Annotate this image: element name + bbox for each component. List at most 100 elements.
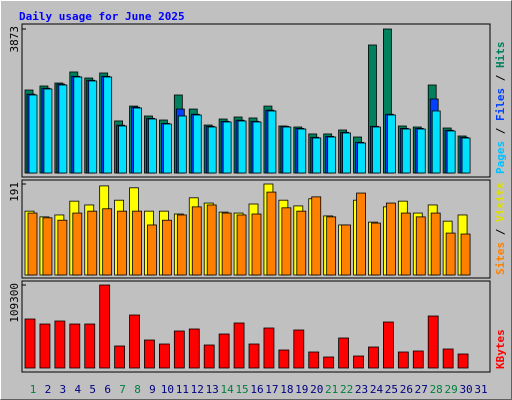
bar bbox=[386, 114, 396, 174]
bar bbox=[400, 212, 411, 276]
bar bbox=[282, 126, 292, 174]
bar bbox=[427, 315, 439, 369]
legend: KBytes bbox=[494, 329, 507, 369]
x-tick-label: 7 bbox=[119, 383, 126, 396]
legend-separator: / bbox=[494, 222, 507, 242]
x-tick-label: 13 bbox=[206, 383, 219, 396]
bar bbox=[266, 191, 277, 276]
bar bbox=[460, 233, 471, 276]
x-tick-label: 16 bbox=[250, 383, 263, 396]
bar bbox=[442, 348, 454, 369]
legend-entry: Hits bbox=[494, 42, 507, 69]
bar bbox=[188, 328, 200, 369]
legend: Pages / Files / Hits bbox=[494, 42, 507, 175]
bar bbox=[54, 320, 66, 369]
bar bbox=[99, 284, 111, 369]
x-tick-label: 18 bbox=[280, 383, 293, 396]
bar bbox=[311, 196, 322, 276]
bar bbox=[356, 192, 366, 276]
bar bbox=[233, 322, 245, 369]
legend-separator: / bbox=[494, 68, 507, 88]
x-tick-label: 28 bbox=[430, 383, 443, 396]
bar bbox=[176, 214, 187, 276]
bar bbox=[192, 114, 202, 174]
bar bbox=[58, 84, 68, 174]
bar bbox=[102, 208, 113, 276]
bar bbox=[252, 121, 262, 174]
bar bbox=[87, 210, 98, 276]
y-tick-label: 191 bbox=[8, 182, 21, 202]
bar bbox=[281, 207, 292, 276]
bar bbox=[401, 128, 411, 174]
bar bbox=[132, 210, 142, 276]
bar bbox=[251, 213, 262, 276]
bar bbox=[28, 94, 38, 174]
bar bbox=[162, 123, 172, 174]
bar bbox=[312, 137, 322, 174]
bar bbox=[144, 339, 155, 369]
x-tick-label: 8 bbox=[134, 383, 141, 396]
x-tick-label: 4 bbox=[74, 383, 81, 396]
x-tick-label: 25 bbox=[385, 383, 398, 396]
bar bbox=[72, 212, 83, 276]
bar bbox=[382, 321, 394, 369]
legend-entry: KBytes bbox=[494, 329, 507, 369]
x-tick-label: 6 bbox=[104, 383, 111, 396]
x-tick-label: 29 bbox=[445, 383, 458, 396]
bar bbox=[173, 330, 185, 369]
x-tick-label: 10 bbox=[161, 383, 174, 396]
bar bbox=[42, 217, 53, 276]
x-tick-label: 14 bbox=[221, 383, 235, 396]
bar bbox=[129, 314, 140, 369]
x-tick-label: 1 bbox=[30, 383, 37, 396]
bar bbox=[218, 333, 230, 369]
x-tick-label: 21 bbox=[325, 383, 338, 396]
bar bbox=[133, 107, 142, 174]
bar bbox=[118, 125, 127, 174]
bar bbox=[293, 329, 305, 369]
bar bbox=[308, 351, 320, 369]
y-tick-label: 3873 bbox=[8, 26, 21, 53]
x-tick-label: 19 bbox=[295, 383, 308, 396]
bar bbox=[446, 130, 456, 174]
bar bbox=[353, 355, 364, 369]
bar bbox=[43, 88, 53, 174]
x-tick-label: 22 bbox=[340, 383, 353, 396]
bar bbox=[461, 137, 471, 174]
x-tick-label: 30 bbox=[459, 383, 472, 396]
bar bbox=[338, 337, 350, 369]
bar bbox=[148, 118, 157, 174]
bar bbox=[248, 343, 260, 369]
bar bbox=[445, 232, 456, 276]
x-tick-label: 2 bbox=[45, 383, 52, 396]
x-tick-label: 24 bbox=[370, 383, 384, 396]
bar bbox=[27, 212, 38, 276]
bar bbox=[88, 80, 98, 174]
bar bbox=[397, 351, 409, 369]
bar bbox=[73, 76, 83, 174]
bar bbox=[341, 224, 352, 276]
bar bbox=[114, 345, 125, 369]
x-tick-label: 31 bbox=[474, 383, 487, 396]
legend-entry: Pages bbox=[494, 141, 507, 174]
bar bbox=[203, 344, 215, 369]
bar bbox=[222, 121, 232, 174]
bar bbox=[342, 132, 352, 174]
legend-separator: / bbox=[494, 121, 507, 141]
bar bbox=[457, 353, 469, 369]
bar bbox=[371, 222, 381, 276]
bar bbox=[278, 349, 290, 369]
bar bbox=[327, 136, 337, 174]
x-tick-label: 12 bbox=[191, 383, 204, 396]
bar bbox=[297, 128, 307, 174]
bar bbox=[430, 212, 441, 276]
bar bbox=[161, 219, 172, 276]
bar bbox=[207, 126, 217, 174]
bar bbox=[415, 216, 426, 276]
bar bbox=[177, 115, 187, 174]
x-tick-label: 26 bbox=[400, 383, 413, 396]
legend: Sites / Visits bbox=[494, 182, 507, 275]
bar bbox=[372, 126, 381, 174]
legend-entry: Files bbox=[494, 88, 507, 121]
x-tick-label: 15 bbox=[235, 383, 248, 396]
